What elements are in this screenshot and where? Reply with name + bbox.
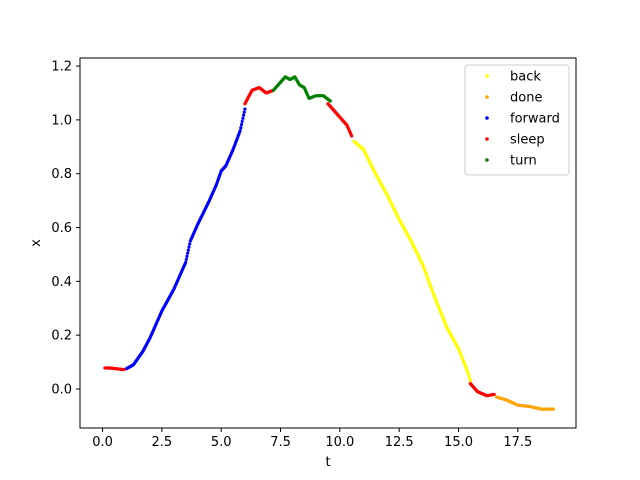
x-tick-label: 15.0	[444, 435, 473, 450]
point-forward	[187, 245, 191, 249]
series-forward	[124, 107, 247, 371]
x-tick-label: 2.5	[152, 435, 173, 450]
point-sleep	[350, 134, 354, 138]
point-forward	[186, 251, 190, 255]
x-tick-label: 7.5	[270, 435, 291, 450]
y-tick-label: 1.2	[51, 60, 72, 75]
legend-marker	[485, 158, 489, 162]
point-done	[551, 407, 556, 411]
point-forward	[184, 257, 188, 262]
points-layer	[103, 75, 556, 411]
point-turn	[328, 99, 332, 103]
point-forward	[241, 113, 246, 117]
point-sleep	[492, 392, 496, 396]
point-forward	[239, 125, 243, 130]
legend-label: back	[510, 70, 541, 85]
point-sleep	[122, 368, 126, 372]
legend-marker	[485, 74, 489, 78]
point-back	[468, 376, 472, 380]
y-tick-label: 1.0	[51, 113, 72, 128]
legend: back done forward sleep turn	[464, 64, 570, 176]
x-tick-label: 17.5	[503, 435, 532, 450]
legend-marker	[485, 137, 489, 141]
point-forward	[239, 122, 244, 127]
legend-marker	[485, 95, 489, 99]
series-back	[352, 139, 472, 383]
legend-marker	[485, 116, 489, 120]
point-back	[467, 373, 471, 378]
legend-item-turn: turn	[485, 154, 537, 169]
y-tick-label: 0.6	[51, 221, 72, 236]
y-tick-label: 0.0	[51, 382, 72, 397]
legend-item-done: done	[485, 91, 542, 106]
series-done	[494, 395, 556, 411]
x-axis-label: t	[325, 455, 330, 470]
legend-box	[464, 64, 570, 176]
x-tick-label: 5.0	[211, 435, 232, 450]
legend-label: sleep	[510, 133, 545, 148]
x-tick-label: 10.0	[325, 435, 354, 450]
x-tick-label: 12.5	[385, 435, 414, 450]
y-tick-label: 0.4	[51, 275, 72, 290]
legend-label: forward	[510, 112, 560, 127]
legend-item-forward: forward	[485, 112, 560, 127]
point-forward	[188, 242, 192, 246]
series-sleep	[103, 86, 496, 398]
ticks-layer: 0.0 2.5 5.0 7.5 10.0 12.5 15.0 17.5 0.0 0.2 0.4 0.6…	[51, 60, 532, 450]
x-tick-label: 0.0	[92, 435, 113, 450]
point-forward	[238, 129, 242, 133]
point-forward	[185, 254, 189, 258]
series-turn	[271, 75, 332, 103]
point-forward	[242, 110, 246, 114]
point-back	[468, 379, 472, 383]
point-back	[466, 371, 470, 375]
point-forward	[241, 116, 245, 120]
point-forward	[184, 260, 188, 265]
y-tick-label: 0.2	[51, 329, 72, 344]
legend-label: done	[510, 91, 542, 106]
y-tick-label: 0.8	[51, 167, 72, 182]
plot-frame	[79, 57, 577, 429]
legend-item-sleep: sleep	[485, 133, 545, 148]
y-axis-label: x	[29, 239, 44, 247]
legend-item-back: back	[485, 70, 541, 85]
point-forward	[240, 119, 244, 124]
legend-label: turn	[510, 154, 537, 169]
point-forward	[243, 107, 247, 111]
point-forward	[186, 248, 190, 252]
